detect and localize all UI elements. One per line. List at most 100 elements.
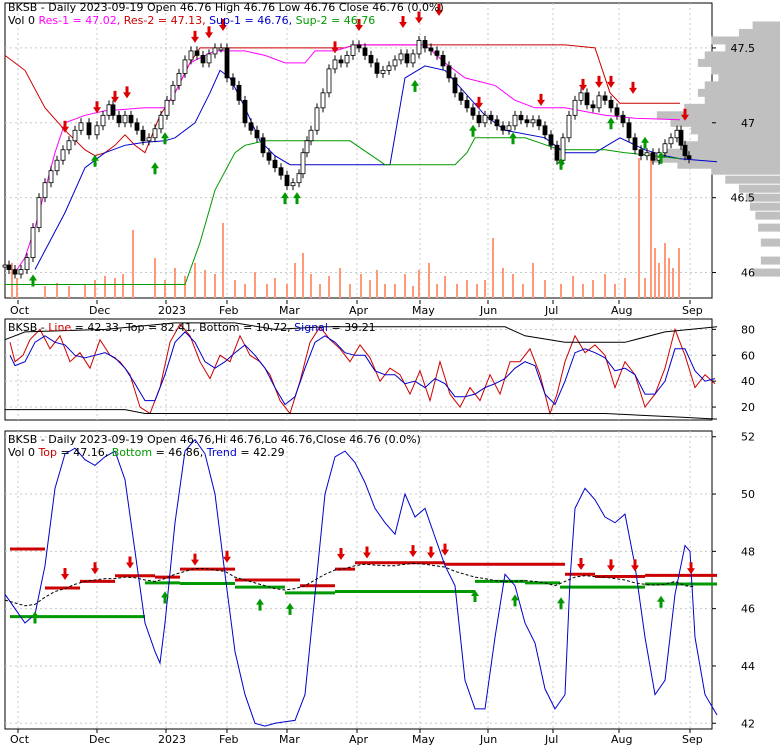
y-tick-label: 44	[741, 660, 755, 673]
candle-body	[128, 114, 134, 124]
trend-panel-legend: Vol 0 Top = 47.16, Bottom = 46.86, Trend…	[8, 446, 285, 459]
volume-bar	[294, 263, 296, 298]
sell-arrow-icon	[355, 18, 363, 31]
candle-body	[500, 125, 506, 131]
candle-body	[278, 167, 284, 176]
legend-entry: Res-2 = 47.13,	[120, 14, 205, 27]
oscillator-lines	[4, 322, 718, 420]
y-tick-label: 40	[741, 375, 755, 388]
candle-body	[452, 77, 458, 94]
oscillator-panel-frame	[4, 318, 713, 421]
sell-arrow-icon	[363, 546, 371, 559]
candle-body	[134, 122, 140, 131]
sell-arrow-icon	[111, 90, 119, 103]
volume-bar	[544, 280, 546, 298]
volume-bar	[274, 278, 276, 298]
volume-bar	[286, 284, 288, 298]
volume-bar	[456, 284, 458, 298]
volume-bar	[94, 280, 96, 298]
volume-bar	[154, 258, 156, 298]
volume-profile-bar	[745, 193, 780, 202]
y-tick-label: 20	[741, 401, 755, 414]
candle-body	[78, 122, 84, 131]
x-tick-label: Aug	[611, 304, 632, 317]
sell-arrow-icon	[191, 553, 199, 566]
volume-bars	[11, 153, 680, 298]
sell-arrow-icon	[681, 108, 689, 121]
oscillator-grid	[5, 319, 712, 420]
volume-bar	[484, 280, 486, 298]
signal-series	[9, 331, 716, 406]
legend-entry: = 42.29	[237, 446, 285, 459]
legend-entry: Res-1 = 47.02,	[35, 14, 120, 27]
y-tick-label: 42	[741, 717, 755, 730]
sell-arrow-icon	[91, 562, 99, 575]
volume-bar	[614, 284, 616, 298]
candle-body	[200, 55, 206, 64]
candle-body	[578, 92, 584, 101]
candle-body	[304, 140, 310, 154]
buy-arrow-icon	[286, 602, 294, 615]
candle-body	[626, 122, 632, 139]
candle-body	[12, 269, 18, 275]
volume-profile-bar	[677, 160, 780, 169]
candle-body	[596, 95, 602, 109]
sell-arrow-icon	[123, 86, 131, 99]
candle-body	[146, 137, 152, 142]
volume-profile-bar	[711, 66, 780, 75]
candle-body	[620, 114, 626, 124]
sell-arrow-icon	[687, 562, 695, 575]
volume-profile-bar	[760, 238, 780, 247]
legend-entry: Bottom	[108, 446, 152, 459]
volume-profile-bar	[704, 96, 780, 105]
oscillator-panel-legend: BKSB - Line = 42.33, Top = 82.41, Bottom…	[8, 321, 376, 334]
candle-body	[614, 107, 620, 116]
candle-body	[242, 99, 248, 124]
candle-body	[380, 69, 386, 74]
candle-body	[308, 129, 314, 142]
volume-profile-bar	[697, 88, 780, 97]
y-tick-label: 46	[741, 267, 755, 280]
volume-bar	[512, 274, 514, 298]
volume-bar	[164, 280, 166, 298]
volume-bar	[16, 278, 18, 298]
top-series	[4, 322, 718, 343]
candle-body	[110, 104, 116, 116]
volume-bar	[654, 248, 656, 298]
x-tick-label: Aug	[611, 733, 632, 745]
candle-body	[560, 137, 566, 161]
volume-bar	[254, 272, 256, 298]
candle-body	[470, 107, 476, 116]
candle-body	[116, 114, 122, 124]
sell-arrow-icon	[409, 545, 417, 558]
volume-profile-bar	[684, 103, 780, 112]
trend-panel-title: BKSB - Daily 2023-09-19 Open 46.76,Hi 46…	[8, 433, 421, 446]
price-signal-arrows	[29, 3, 689, 287]
sell-arrow-icon	[475, 96, 483, 109]
candle-body	[30, 227, 36, 258]
candle-body	[320, 92, 326, 109]
legend-entry: = 39.21	[328, 321, 376, 334]
x-axis-top: Oct Dec 2023 Feb Mar Apr May Jun Jul Aug Sep	[10, 300, 703, 317]
volume-profile-bar	[656, 111, 780, 120]
candle-body	[362, 47, 368, 56]
candle-body	[542, 125, 548, 136]
volume-bar	[104, 276, 106, 298]
volume-bar	[302, 253, 304, 298]
volume-bar	[418, 270, 420, 298]
candle-body	[266, 152, 272, 161]
price-y-ticks: 46 46.5 47 47.5	[712, 42, 755, 280]
legend-entry: Top	[35, 446, 57, 459]
volume-profile-bar	[752, 268, 780, 277]
candle-body	[218, 47, 224, 51]
sell-arrow-icon	[441, 543, 449, 556]
volume-bar	[222, 223, 224, 298]
volume-profile-bar	[697, 58, 780, 67]
buy-arrow-icon	[411, 79, 419, 92]
x-tick-label: 2023	[158, 733, 186, 745]
volume-bar	[360, 274, 362, 298]
sell-arrow-icon	[629, 81, 637, 94]
candle-body	[668, 137, 674, 145]
